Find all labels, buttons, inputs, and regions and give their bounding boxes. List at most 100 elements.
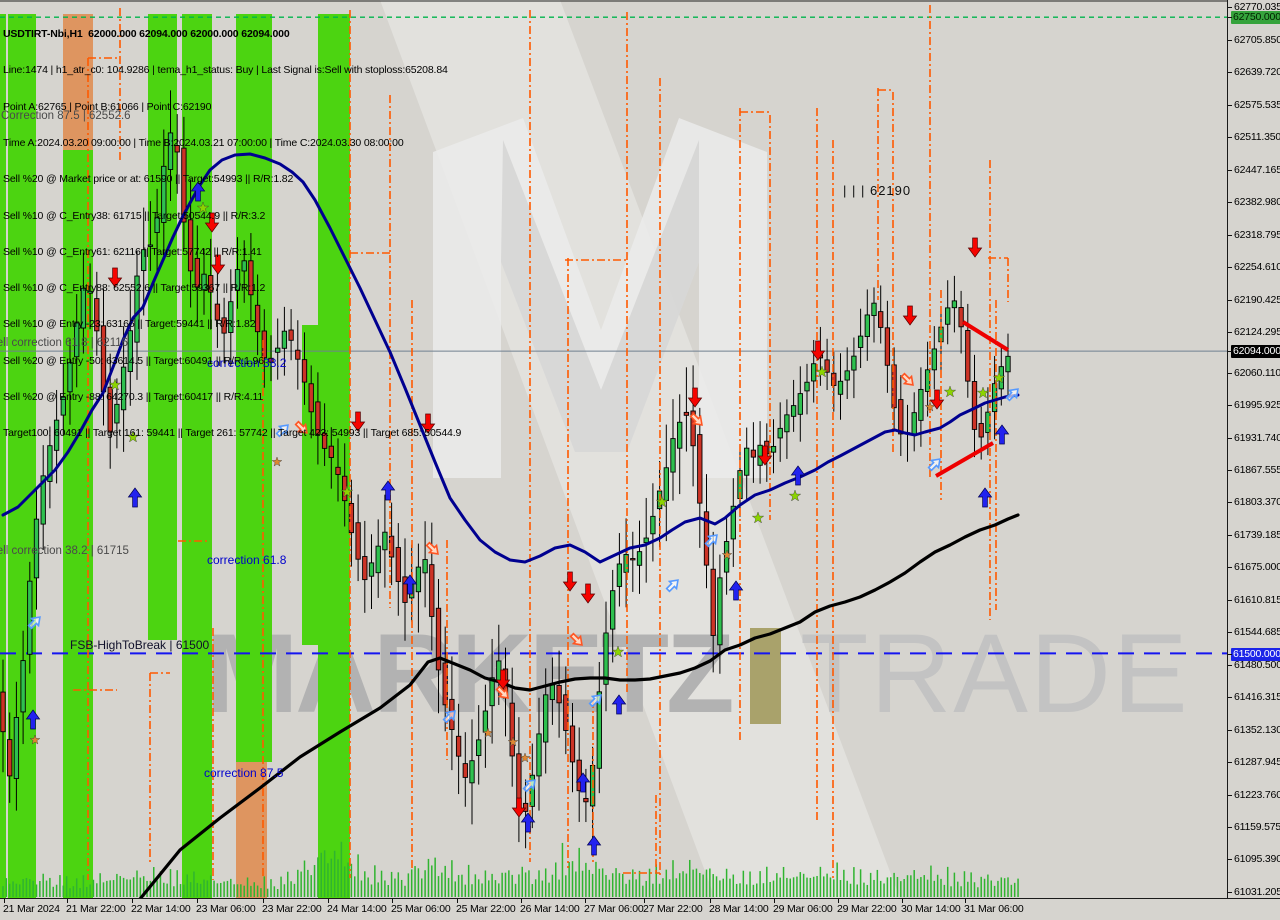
time-axis-label: 27 Mar 22:00: [643, 903, 703, 915]
axis-tick: [1228, 827, 1232, 828]
axis-tick: [1228, 17, 1232, 18]
time-axis-label: 23 Mar 22:00: [262, 903, 322, 915]
axis-tick: [1228, 632, 1232, 633]
price-axis-label: 61610.815: [1234, 594, 1280, 606]
price-axis-label: 62190.425: [1234, 294, 1280, 306]
time-axis-label: 25 Mar 22:00: [456, 903, 516, 915]
price-axis-label: 62770.035: [1234, 1, 1280, 13]
info-line: Sell %10 @ Entry -23: 63166 || Target:59…: [3, 318, 256, 331]
time-axis-label: 21 Mar 2024: [3, 903, 60, 915]
axis-tick: [965, 899, 966, 903]
axis-tick: [1228, 762, 1232, 763]
info-line: Sell %20 @ Market price or at: 61590 || …: [3, 173, 294, 186]
time-axis-label: 29 Mar 06:00: [773, 903, 833, 915]
price-axis-label: 62094.000: [1231, 345, 1280, 358]
info-line: Sell %10 @ C_Entry61: 62116 || Target:57…: [3, 245, 262, 258]
axis-tick: [644, 899, 645, 903]
price-axis-label: 61500.000: [1231, 648, 1280, 661]
price-axis-label: 61416.315: [1234, 691, 1280, 703]
axis-tick: [1228, 7, 1232, 8]
axis-tick: [1228, 470, 1232, 471]
svg-text:TRADE: TRADE: [800, 611, 1190, 736]
time-axis-label: 31 Mar 06:00: [964, 903, 1024, 915]
axis-tick: [1228, 502, 1232, 503]
axis-tick: [1228, 137, 1232, 138]
axis-tick: [1228, 665, 1232, 666]
axis-tick: [585, 899, 586, 903]
axis-tick: [1228, 600, 1232, 601]
axis-tick: [1228, 332, 1232, 333]
axis-tick: [263, 899, 264, 903]
axis-tick: [1228, 351, 1232, 352]
price-axis-label: 61223.760: [1234, 789, 1280, 801]
axis-tick: [1228, 535, 1232, 536]
price-axis-label: 62705.850: [1234, 34, 1280, 46]
price-axis-label: 62639.720: [1234, 66, 1280, 78]
axis-tick: [132, 899, 133, 903]
info-line: Sell %10 @ C_Entry38: 61715 || Target:50…: [3, 209, 266, 222]
fsb-level-label: FSB-HighToBreak | 61500: [70, 638, 210, 652]
axis-tick: [1228, 202, 1232, 203]
axis-tick: [1228, 730, 1232, 731]
price-axis-label: 62575.535: [1234, 99, 1280, 111]
axis-tick: [328, 899, 329, 903]
price-axis-label: 61995.925: [1234, 399, 1280, 411]
price-axis-label: 61159.575: [1234, 821, 1280, 833]
info-line: Sell %20 @ Entry -50: 63614.5 || Target:…: [3, 354, 264, 367]
info-line: Line:1474 | h1_atr_c0: 104.9286 | tema_h…: [3, 64, 448, 77]
axis-tick: [1228, 654, 1232, 655]
axis-tick: [1228, 405, 1232, 406]
time-axis-label: 23 Mar 06:00: [196, 903, 256, 915]
axis-tick: [710, 899, 711, 903]
axis-tick: [774, 899, 775, 903]
price-axis-label: 61675.000: [1234, 561, 1280, 573]
axis-tick: [838, 899, 839, 903]
price-axis-label: 62124.295: [1234, 326, 1280, 338]
axis-tick: [67, 899, 68, 903]
axis-tick: [1228, 567, 1232, 568]
time-axis-label: 25 Mar 06:00: [391, 903, 451, 915]
axis-tick: [521, 899, 522, 903]
info-line: Target100: 60491 || Target 161: 59441 ||…: [3, 427, 462, 440]
axis-tick: [1228, 300, 1232, 301]
axis-tick: [392, 899, 393, 903]
time-axis-label: 26 Mar 14:00: [520, 903, 580, 915]
price-axis[interactable]: 62770.035 62750.000 62705.850 62639.720 6257…: [1227, 0, 1280, 898]
time-axis-label: 29 Mar 22:00: [837, 903, 897, 915]
price-axis-label: 62254.610: [1234, 261, 1280, 273]
axis-tick: [1228, 438, 1232, 439]
price-axis-label: 61031.205: [1234, 886, 1280, 898]
price-axis-label: 62060.110: [1234, 367, 1280, 379]
axis-tick: [1228, 235, 1232, 236]
axis-tick: [4, 899, 5, 903]
axis-tick: [1228, 892, 1232, 893]
axis-tick: [1228, 40, 1232, 41]
time-axis-label: 22 Mar 14:00: [131, 903, 191, 915]
price-axis-label: 61352.130: [1234, 724, 1280, 736]
price-axis-label: 62750.000: [1231, 11, 1280, 24]
axis-tick: [197, 899, 198, 903]
axis-tick: [1228, 697, 1232, 698]
correction-label: correction 38.2: [207, 356, 287, 370]
price-axis-label: 61480.500: [1234, 659, 1280, 671]
price-axis-label: 62511.350: [1234, 131, 1280, 143]
correction-label: correction 61.8: [207, 553, 287, 567]
price-axis-label: 62382.980: [1234, 196, 1280, 208]
price-axis-label: 61931.740: [1234, 432, 1280, 444]
info-overlay: USDTIRT-Nbi,H1 62000.000 62094.000 62000…: [3, 4, 461, 464]
axis-tick: [1228, 267, 1232, 268]
correction-label: correction 87.5: [204, 766, 284, 780]
svg-text:MARKETZ: MARKETZ: [205, 611, 732, 736]
axis-tick: [1228, 373, 1232, 374]
price-axis-label: 61867.555: [1234, 464, 1280, 476]
axis-tick: [902, 899, 903, 903]
price-axis-label: 61287.945: [1234, 756, 1280, 768]
correction-line-label: Correction 87.5 | 62552.6: [1, 110, 131, 122]
time-axis[interactable]: 21 Mar 2024 21 Mar 22:00 22 Mar 14:00 23 Ma…: [0, 898, 1280, 920]
price-axis-label: 62447.165: [1234, 164, 1280, 176]
axis-tick: [457, 899, 458, 903]
time-axis-label: 21 Mar 22:00: [66, 903, 126, 915]
info-line: Time A:2024.03.20 09:00:00 | Time B:2024…: [3, 137, 404, 150]
